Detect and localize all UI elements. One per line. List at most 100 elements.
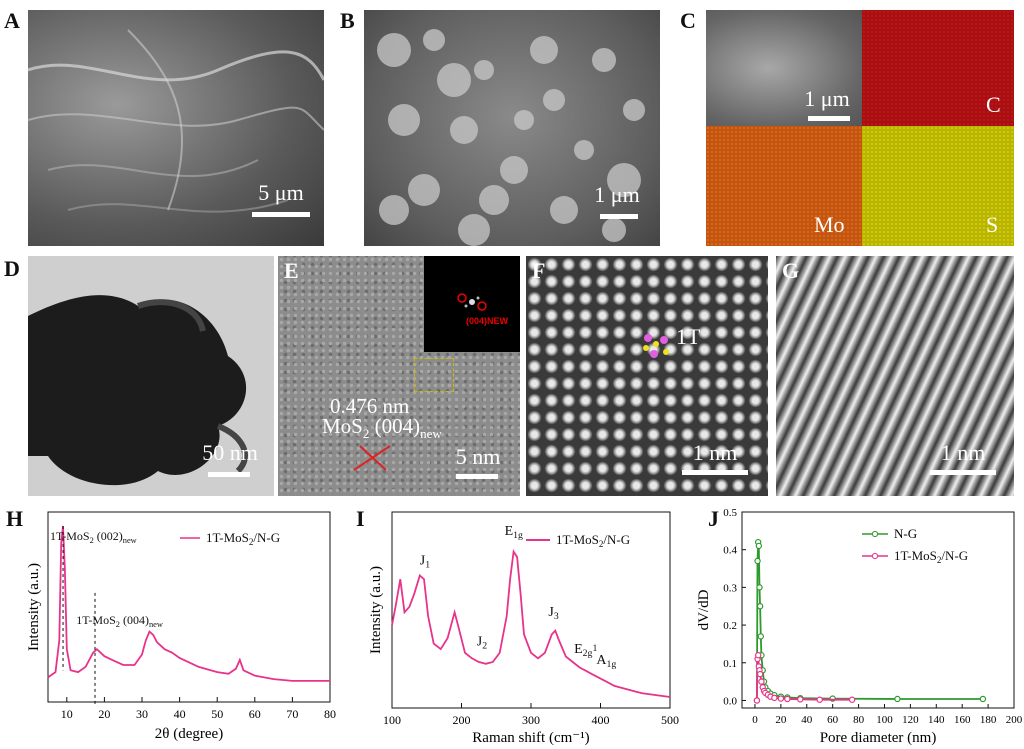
x-tick-label: 160 bbox=[954, 714, 971, 726]
x-tick-label: 10 bbox=[61, 707, 73, 721]
haadf-image-f bbox=[526, 256, 768, 496]
nanoflower bbox=[423, 29, 445, 51]
hrtem-image-e bbox=[278, 256, 520, 496]
data-point bbox=[979, 695, 987, 703]
fft-region-box bbox=[414, 358, 454, 392]
data-point bbox=[771, 694, 778, 702]
atom-model bbox=[643, 334, 669, 358]
d-spacing-label: 0.476 nm bbox=[330, 394, 410, 418]
legend-marker-ng bbox=[871, 530, 879, 538]
sem-image-a bbox=[28, 10, 324, 246]
panel-label-h: H bbox=[6, 506, 24, 531]
nanoflower bbox=[607, 163, 641, 197]
x-tick-label: 60 bbox=[827, 714, 839, 726]
nanoflower-dots bbox=[377, 29, 645, 246]
nanoflower bbox=[543, 89, 565, 111]
x-tick-label: 120 bbox=[902, 714, 919, 726]
peak-label-a1g: A1g bbox=[596, 653, 616, 670]
x-tick-label: 100 bbox=[383, 713, 401, 727]
scale-label-a: 5 μm bbox=[258, 180, 304, 205]
lattice-marker bbox=[353, 445, 391, 471]
scale-label-e: 5 nm bbox=[455, 444, 501, 469]
fft-label: (004)NEW bbox=[466, 316, 509, 326]
data-point bbox=[756, 670, 764, 678]
data-point bbox=[848, 696, 856, 703]
eds-map-c bbox=[862, 10, 1014, 126]
data-point bbox=[784, 695, 791, 703]
legend-label: 1T-MoS2/N-G bbox=[556, 532, 630, 549]
scale-bar-g bbox=[930, 470, 996, 475]
ifft-image-g bbox=[776, 256, 1014, 496]
x-tick-label: 100 bbox=[876, 714, 893, 726]
plot-frame bbox=[47, 511, 331, 703]
scale-label-f: 1 nm bbox=[692, 440, 738, 465]
xrd-curve bbox=[47, 525, 330, 682]
map-label-c: C bbox=[986, 92, 1001, 117]
peak-label-e1g: E1g bbox=[505, 524, 523, 541]
y-tick-label: 0.1 bbox=[723, 658, 737, 670]
panel-label-b: B bbox=[340, 8, 355, 33]
x-tick-label: 200 bbox=[453, 713, 471, 727]
x-tick-label: 50 bbox=[211, 707, 223, 721]
x-tick-label: 500 bbox=[661, 713, 679, 727]
peak-label-j2: J2 bbox=[477, 634, 487, 651]
x-tick-label: 80 bbox=[853, 714, 865, 726]
x-tick-label: 300 bbox=[522, 713, 540, 727]
peak-label-e2g1: E2g1 bbox=[574, 642, 597, 659]
nanoflower bbox=[602, 218, 626, 242]
data-point bbox=[758, 678, 765, 685]
x-tick-label: 140 bbox=[928, 714, 945, 726]
scale-label-c: 1 μm bbox=[804, 86, 850, 111]
legend-marker-mos2 bbox=[871, 552, 879, 560]
scale-label-d: 50 nm bbox=[202, 440, 258, 465]
x-tick-label: 60 bbox=[249, 707, 261, 721]
plane-label: MoS2 (004)new bbox=[322, 414, 442, 442]
x-tick-label: 40 bbox=[801, 714, 813, 726]
nanoflower bbox=[479, 185, 509, 215]
chart-pore: 0 20 40 60 80 100 120 140 160 180 200 0.0 0.1 0.2 0.3 0… bbox=[696, 507, 1023, 746]
nanoflower bbox=[592, 48, 616, 72]
x-axis-label: 2θ (degree) bbox=[155, 726, 223, 742]
data-point bbox=[754, 557, 761, 565]
panel-label-f: F bbox=[532, 258, 546, 283]
data-point bbox=[755, 542, 763, 550]
x-tick-label: 200 bbox=[1006, 714, 1023, 726]
nanoflower bbox=[450, 116, 478, 144]
data-point bbox=[753, 697, 761, 704]
eds-map-mo bbox=[706, 126, 862, 246]
raman-curve bbox=[391, 549, 671, 698]
nanoflower bbox=[379, 195, 409, 225]
sem-image-c bbox=[706, 10, 862, 126]
y-tick-label: 0.0 bbox=[723, 695, 737, 707]
x-axis-label: Raman shift (cm⁻¹) bbox=[472, 730, 589, 746]
legend-label-ng: N-G bbox=[894, 526, 917, 541]
panel-label-e: E bbox=[284, 258, 299, 283]
chart-xrd: 10 20 30 40 50 60 70 80 2θ (degree) Intensity (a.… bbox=[26, 511, 336, 742]
y-tick-label: 0.3 bbox=[723, 582, 737, 594]
nanoflower bbox=[388, 104, 420, 136]
data-point bbox=[777, 695, 785, 702]
legend-label: 1T-MoS2/N-G bbox=[206, 530, 280, 547]
fft-inset bbox=[424, 256, 520, 352]
nanoflower bbox=[377, 33, 411, 67]
y-tick-label: 0.5 bbox=[723, 507, 737, 519]
chart-raman: 100 200 300 400 500 Raman shift (cm⁻¹) Intensi… bbox=[368, 511, 679, 746]
scale-label-g: 1 nm bbox=[940, 440, 986, 465]
x-tick-label: 30 bbox=[136, 707, 148, 721]
scale-bar-a bbox=[252, 212, 310, 217]
x-tick-label: 70 bbox=[286, 707, 298, 721]
y-axis-label: dV/dD bbox=[696, 589, 712, 630]
x-tick-label: 0 bbox=[752, 714, 758, 726]
nanoflower bbox=[550, 196, 578, 224]
panel-label-d: D bbox=[4, 256, 20, 281]
nanoflower bbox=[474, 60, 494, 80]
nanoflower bbox=[408, 174, 440, 206]
y-tick-label: 0.2 bbox=[723, 620, 737, 632]
nanoflower-shape bbox=[28, 295, 249, 486]
plane-formula: MoS bbox=[322, 414, 363, 438]
plane-hkl: (004) bbox=[369, 414, 421, 438]
x-tick-label: 20 bbox=[775, 714, 787, 726]
panel-label-i: I bbox=[356, 506, 365, 531]
nanoflower bbox=[437, 63, 471, 97]
nanoflower bbox=[530, 36, 558, 64]
